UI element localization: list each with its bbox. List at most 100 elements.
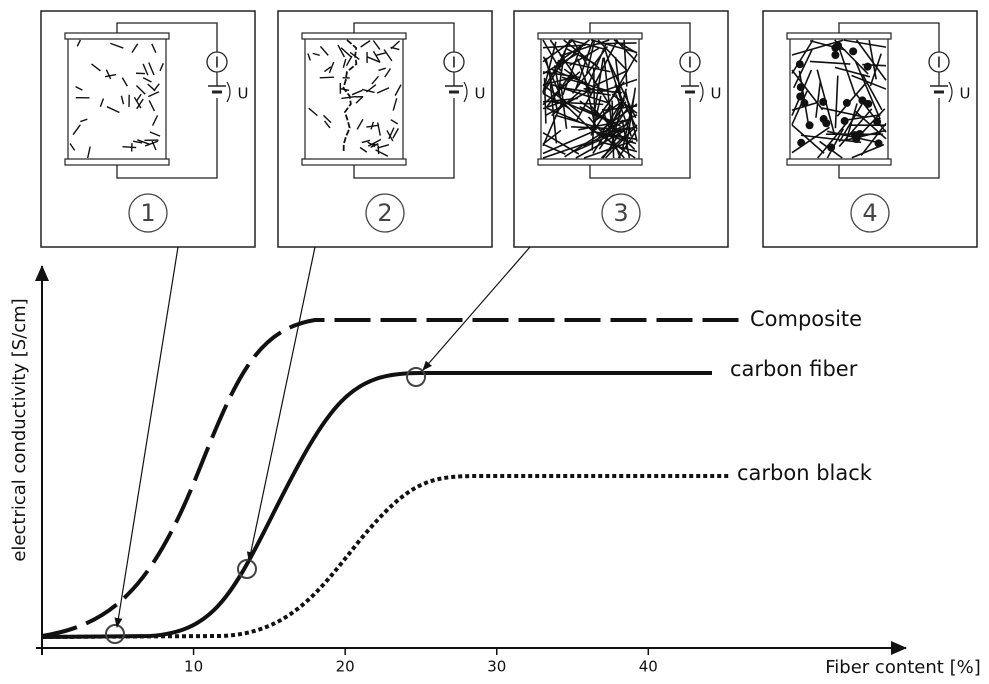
particle — [827, 143, 836, 152]
fiber — [617, 128, 638, 159]
number-circle — [850, 193, 890, 233]
voltage-arrow — [699, 81, 704, 103]
fiber — [542, 39, 574, 63]
fiber — [135, 93, 142, 102]
fiber — [593, 130, 638, 141]
fiber — [72, 124, 81, 136]
fiber — [868, 39, 877, 80]
fiber — [837, 44, 856, 95]
plate — [301, 32, 407, 40]
particle — [874, 139, 883, 148]
fiber — [370, 143, 379, 148]
particle — [831, 51, 840, 60]
fiber — [356, 118, 364, 130]
fiber — [546, 107, 580, 123]
fiber — [360, 40, 371, 48]
fiber — [144, 140, 159, 147]
fiber — [105, 69, 112, 80]
fiber — [394, 84, 402, 96]
fiber — [562, 101, 593, 132]
fiber — [838, 108, 873, 148]
current-symbol: I — [937, 54, 941, 72]
fiber — [319, 45, 329, 56]
fiber — [604, 124, 638, 159]
particle — [819, 97, 828, 106]
fiber — [542, 56, 562, 97]
fiber — [370, 121, 375, 130]
panel-number: 3 — [613, 199, 628, 227]
plate — [64, 32, 170, 40]
fiber — [147, 83, 156, 92]
marker — [105, 624, 125, 644]
fiber — [791, 124, 825, 154]
current-symbol: I — [215, 54, 219, 72]
fiber — [76, 39, 82, 47]
fiber — [542, 143, 566, 155]
fiber — [376, 51, 387, 56]
fiber — [340, 47, 352, 58]
current-source — [443, 51, 465, 73]
fiber — [598, 78, 638, 94]
fiber — [69, 143, 76, 151]
fiber — [574, 39, 594, 90]
fiber — [135, 84, 146, 95]
fiber — [133, 96, 142, 109]
fiber — [390, 46, 400, 51]
fiber — [859, 108, 886, 136]
fiber — [137, 139, 150, 145]
fiber — [791, 69, 824, 111]
composite-curve — [41, 318, 742, 638]
voltage-symbol: U — [238, 85, 249, 103]
sample — [67, 35, 167, 163]
particle — [864, 99, 873, 108]
fiber — [136, 98, 144, 110]
fiber — [147, 91, 160, 98]
fiber — [544, 87, 595, 117]
fiber — [104, 73, 117, 78]
current-source — [928, 51, 950, 73]
fiber — [149, 131, 161, 137]
fiber — [392, 98, 398, 111]
fiber — [371, 75, 380, 85]
fiber — [307, 53, 311, 61]
fiber — [132, 140, 143, 144]
fiber — [597, 39, 628, 71]
panel: I U 1 — [40, 10, 256, 248]
x-axis-label: Fiber content [%] — [825, 657, 980, 678]
fiber — [388, 127, 395, 140]
circuit-wire — [116, 22, 218, 179]
fiber — [355, 95, 364, 104]
fiber — [359, 146, 368, 153]
particle — [819, 115, 828, 124]
x-tick-label: 10 — [184, 658, 203, 676]
arrow — [246, 246, 316, 562]
fiber — [345, 55, 353, 67]
particle — [800, 99, 809, 108]
fiber — [578, 118, 634, 131]
x-tick-label: 40 — [639, 658, 658, 676]
fiber — [809, 60, 851, 65]
fiber — [570, 39, 604, 50]
fiber — [821, 107, 866, 119]
fiber — [563, 39, 600, 69]
fiber — [341, 95, 356, 100]
fiber — [623, 39, 628, 87]
x-tick-label: 30 — [487, 658, 506, 676]
fiber — [80, 118, 88, 123]
fiber — [337, 44, 346, 58]
fiber — [99, 98, 105, 108]
fiber — [585, 42, 608, 91]
marker — [406, 367, 426, 387]
fiber — [555, 114, 601, 129]
fiber — [365, 84, 377, 93]
circuit-wire — [353, 22, 455, 179]
sample — [304, 35, 404, 163]
fiber — [571, 125, 632, 131]
particle — [863, 62, 872, 71]
panel: I U 4 — [762, 10, 978, 248]
fiber — [595, 39, 619, 83]
fiber — [598, 104, 631, 150]
fiber — [791, 126, 830, 154]
fiber — [860, 122, 887, 157]
fiber — [598, 140, 638, 153]
